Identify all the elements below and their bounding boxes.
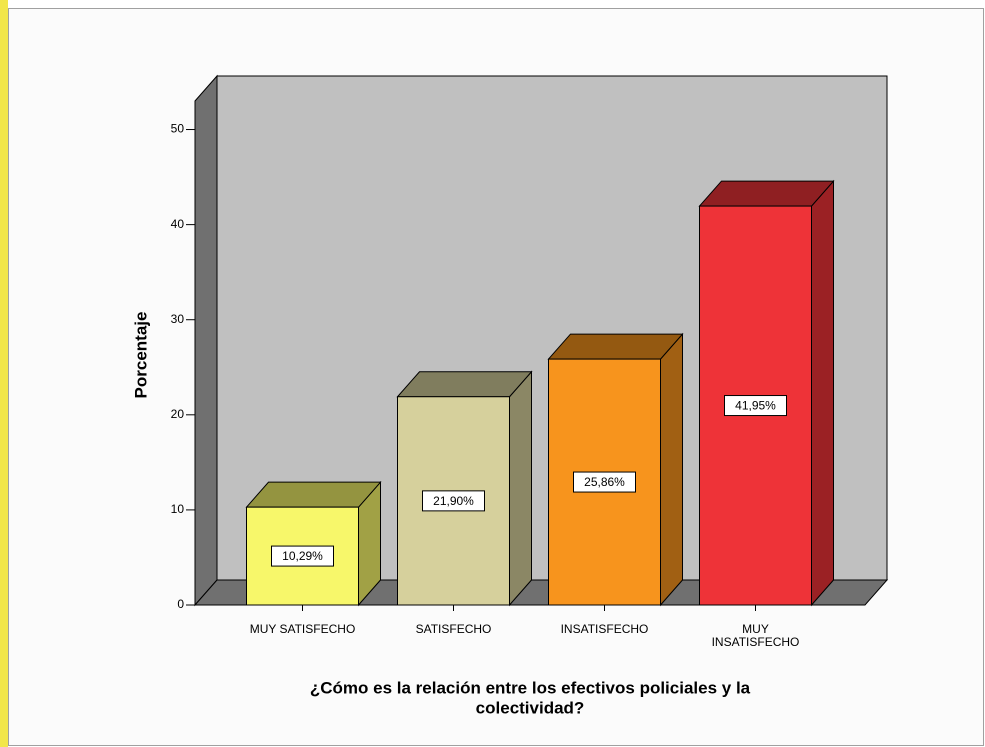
y-tick-label: 40 — [171, 217, 185, 231]
bar-top — [698, 180, 835, 207]
x-axis-title: colectividad? — [476, 698, 585, 717]
bar-side — [811, 179, 834, 607]
y-tick-label: 20 — [171, 407, 185, 421]
value-label-box — [422, 490, 485, 512]
value-label: 25,86% — [584, 475, 625, 489]
bar-top — [245, 481, 382, 508]
value-label: 10,29% — [282, 549, 323, 563]
x-tick-label: INSATISFECHO — [560, 622, 649, 636]
value-label: 21,90% — [433, 494, 474, 508]
left-wall — [194, 74, 218, 607]
x-tick-label: MUY INSATISFECHO — [711, 622, 800, 649]
y-tick-label: 50 — [171, 122, 185, 136]
value-label-box — [573, 471, 636, 493]
bar-top — [396, 371, 533, 398]
bar-side — [660, 332, 683, 607]
x-tick-label: MUY SATISFECHO — [249, 622, 356, 636]
y-tick-label: 0 — [177, 597, 184, 611]
value-label: 41,95% — [735, 399, 776, 413]
x-axis-title: ¿Cómo es la relación entre los efectivos… — [310, 678, 751, 697]
value-label-box — [271, 545, 334, 567]
y-axis-title: Porcentaje — [131, 312, 150, 399]
side-strip — [0, 0, 8, 747]
bar-side — [509, 370, 532, 607]
y-tick-label: 10 — [171, 502, 185, 516]
x-tick-label: SATISFECHO — [415, 622, 492, 636]
bar-top — [547, 333, 684, 360]
value-label-box — [724, 395, 787, 417]
y-tick-label: 30 — [171, 312, 185, 326]
